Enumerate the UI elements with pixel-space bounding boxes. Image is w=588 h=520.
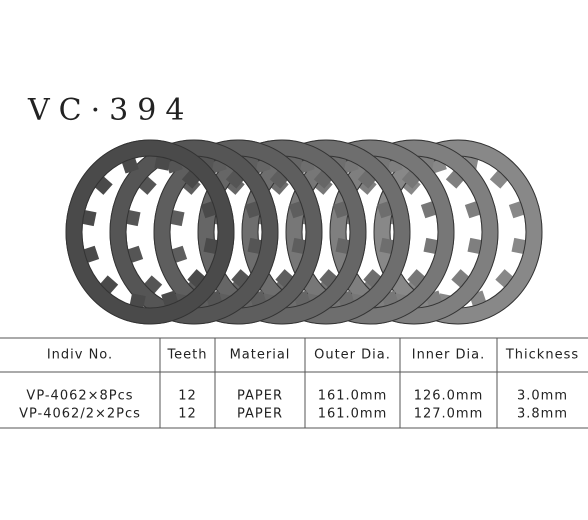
plate-edge	[285, 139, 455, 325]
plate-ring	[241, 139, 411, 325]
clutch-plates-illustration	[65, 139, 543, 325]
plate-ring	[65, 139, 235, 325]
header-cell: Outer Dia.	[314, 348, 391, 363]
table-cell: PAPER	[237, 389, 283, 404]
plate-edge	[241, 139, 411, 325]
header-cell: Thickness	[505, 348, 579, 363]
plate-ring	[285, 139, 455, 325]
plate-edge	[329, 139, 499, 325]
table-cell: 3.0mm	[517, 389, 568, 404]
plate-edge	[153, 139, 323, 325]
product-code: VC·394	[27, 93, 193, 128]
table-cell: 161.0mm	[318, 389, 388, 404]
header-cell: Inner Dia.	[412, 348, 486, 363]
table-cell: 12	[178, 407, 197, 422]
plate-edge	[109, 139, 279, 325]
plate-ring	[109, 139, 279, 325]
clutch-plate	[65, 139, 235, 325]
plate-ring	[197, 139, 367, 325]
header-cell: Teeth	[166, 348, 207, 363]
plate-ring	[373, 139, 543, 325]
plate-edge	[65, 139, 235, 325]
clutch-plate	[153, 139, 323, 325]
table-cell: VP-4062×8Pcs	[26, 389, 133, 404]
spec-table: Indiv No. Teeth Material Outer Dia. Inner Di…	[19, 338, 579, 428]
plate-edge	[81, 155, 219, 309]
table-cell: 127.0mm	[414, 407, 484, 422]
table-cell: 126.0mm	[414, 389, 484, 404]
header-cell: Material	[230, 348, 291, 363]
table-cell: 161.0mm	[318, 407, 388, 422]
header-cell: Indiv No.	[47, 348, 113, 363]
plate-edge	[373, 139, 543, 325]
plate-ring	[329, 139, 499, 325]
plate-ring	[153, 139, 323, 325]
table-cell: VP-4062/2×2Pcs	[19, 407, 141, 422]
table-cell: 3.8mm	[517, 407, 568, 422]
plate-edge	[197, 139, 367, 325]
table-cell: PAPER	[237, 407, 283, 422]
table-cell: 12	[178, 389, 197, 404]
